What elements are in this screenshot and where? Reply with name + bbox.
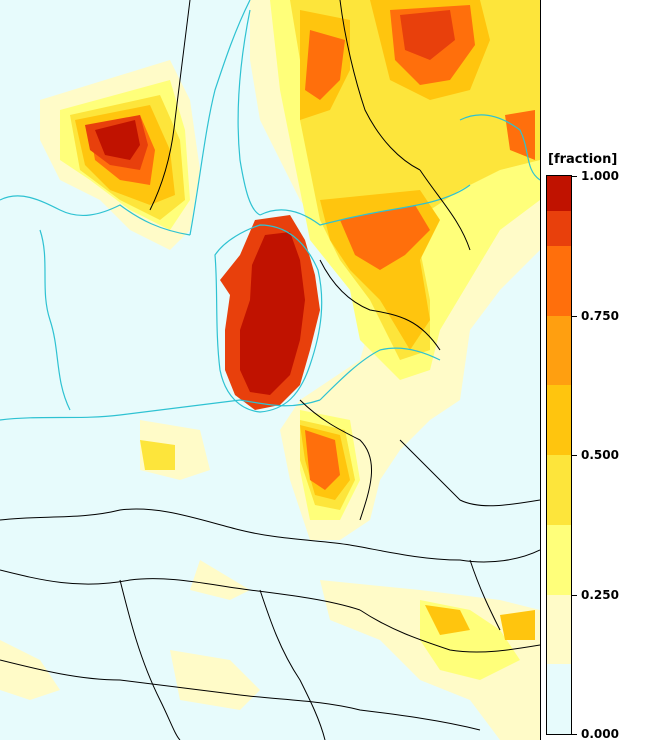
colorbar-band <box>547 210 571 246</box>
colorbar-band <box>547 315 571 386</box>
colorbar-tick-label: 0.750 <box>581 308 619 323</box>
fraction-field <box>0 0 541 741</box>
field-max <box>95 120 305 395</box>
colorbar-band <box>547 594 571 665</box>
colorbar-tick-label: 0.500 <box>581 448 619 462</box>
colorbar-band <box>547 176 571 211</box>
national-borders <box>0 0 541 741</box>
colorbar-tick <box>572 455 577 456</box>
legend-title: [fraction] <box>548 152 618 167</box>
colorbar-tick-label: 0.000 <box>581 727 619 741</box>
colorbar-band <box>547 455 571 525</box>
colorbar-tick-label: 0.250 <box>581 587 619 602</box>
coastlines <box>0 0 541 421</box>
colorbar-band <box>547 524 571 595</box>
colorbar-band <box>547 664 571 734</box>
map-canvas <box>0 0 541 741</box>
colorbar-tick <box>572 594 577 596</box>
colorbar-tick-label: 1.000 <box>581 169 619 183</box>
colorbar-tick <box>572 176 577 177</box>
colorbar-tick <box>572 734 577 735</box>
colorbar-tick <box>572 315 577 317</box>
colorbar-band <box>547 245 571 316</box>
colorbar-band <box>547 385 571 455</box>
colorbar <box>546 175 572 735</box>
